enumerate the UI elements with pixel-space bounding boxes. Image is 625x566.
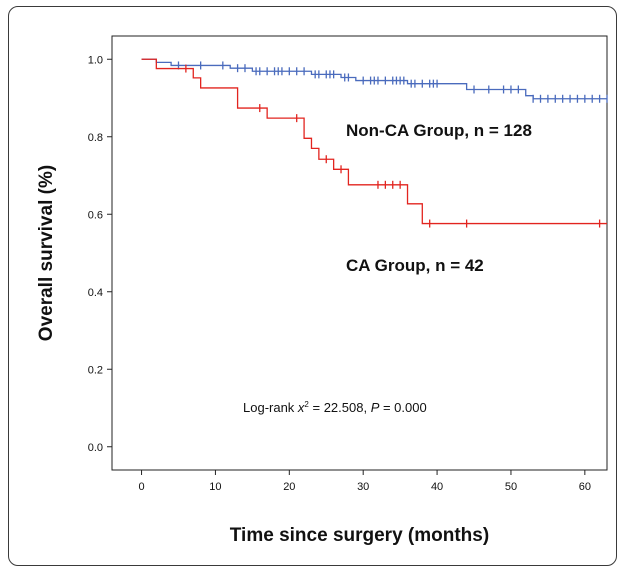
x-tick-label: 40 — [431, 481, 443, 493]
non-ca-survival-curve — [141, 58, 607, 100]
y-tick-label: 0.0 — [88, 442, 103, 454]
x-axis-ticks: 0 10 20 30 40 50 60 — [138, 470, 591, 493]
x-tick-label: 30 — [357, 481, 369, 493]
plot-area — [111, 35, 608, 471]
y-tick-label: 1.0 — [88, 54, 103, 66]
stat-p-symbol: P — [371, 400, 380, 415]
x-axis-title: Time since surgery (months) — [230, 525, 489, 546]
non-ca-group-label: Non-CA Group, n = 128 — [346, 121, 532, 140]
x-tick-label: 10 — [209, 481, 221, 493]
survival-curves — [141, 58, 608, 228]
survival-chart: 0.0 0.2 0.4 0.6 0.8 1.0 0 10 20 30 40 50 60 Non-CA … — [36, 35, 608, 546]
x-tick-label: 0 — [138, 481, 144, 493]
x-tick-label: 20 — [283, 481, 295, 493]
log-rank-statistic: Log-rank x2 = 22.508, P = 0.000 — [243, 400, 427, 415]
y-tick-label: 0.6 — [88, 209, 103, 221]
ca-survival-curve — [141, 58, 607, 225]
stat-p-value: = 0.000 — [379, 400, 426, 415]
figure-frame — [8, 6, 617, 566]
y-axis-ticks: 0.0 0.2 0.4 0.6 0.8 1.0 — [88, 54, 112, 454]
x-tick-label: 60 — [579, 481, 591, 493]
y-tick-label: 0.2 — [88, 364, 103, 376]
stat-prefix: Log-rank — [243, 400, 298, 415]
y-axis-title: Overall survival (%) — [36, 165, 57, 341]
y-tick-label: 0.8 — [88, 132, 103, 144]
y-tick-label: 0.4 — [88, 287, 103, 299]
x-tick-label: 50 — [505, 481, 517, 493]
stat-value: = 22.508, — [309, 400, 371, 415]
ca-group-label: CA Group, n = 42 — [346, 256, 484, 275]
stat-superscript: 2 — [304, 400, 309, 409]
stat-chi-symbol: x — [297, 400, 305, 415]
